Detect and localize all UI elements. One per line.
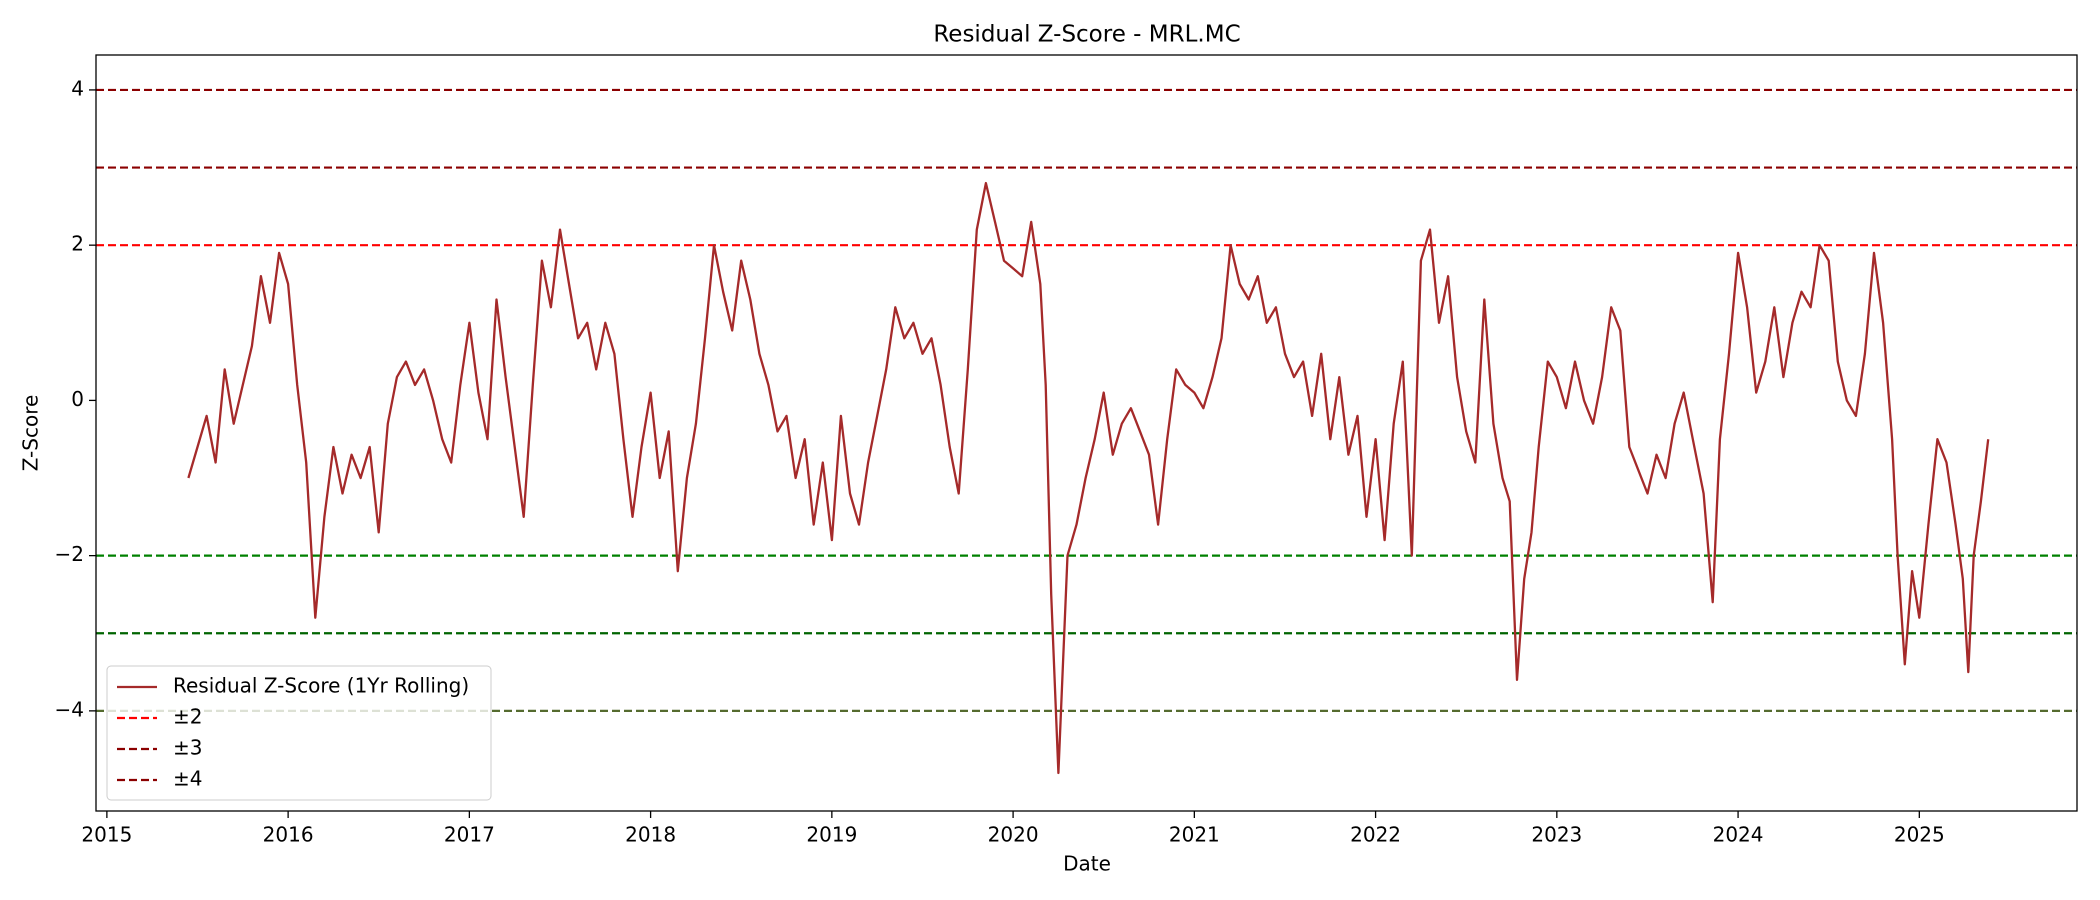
x-tick-label: 2015 [81,823,132,847]
y-tick-label: 2 [71,232,84,256]
y-tick-label: 4 [71,76,84,100]
x-tick-label: 2024 [1713,823,1764,847]
x-tick-label: 2016 [263,823,314,847]
x-tick-label: 2021 [1169,823,1220,847]
x-axis-label: Date [1063,852,1111,876]
chart-title: Residual Z-Score - MRL.MC [933,22,1240,48]
y-tick-label: −4 [55,697,84,721]
data-line [187,181,1990,775]
x-tick-label: 2025 [1894,823,1945,847]
x-tick-label: 2020 [988,823,1039,847]
y-tick-label: −2 [55,542,84,566]
y-tick-label: 0 [71,387,84,411]
x-tick-label: 2017 [444,823,495,847]
y-axis-label: Z-Score [19,395,43,472]
x-tick-label: 2022 [1350,823,1401,847]
legend-label: ±2 [173,705,202,729]
x-tick-label: 2023 [1531,823,1582,847]
legend-box [106,665,492,801]
legend: Residual Z-Score (1Yr Rolling) ±2 ±3 ±4 [106,665,492,801]
legend-label: Residual Z-Score (1Yr Rolling) [173,674,469,698]
x-tick-label: 2018 [625,823,676,847]
x-tick-label: 2019 [806,823,857,847]
legend-label: ±3 [173,736,202,760]
legend-label: ±4 [173,767,202,791]
plot-frame [95,54,2078,812]
